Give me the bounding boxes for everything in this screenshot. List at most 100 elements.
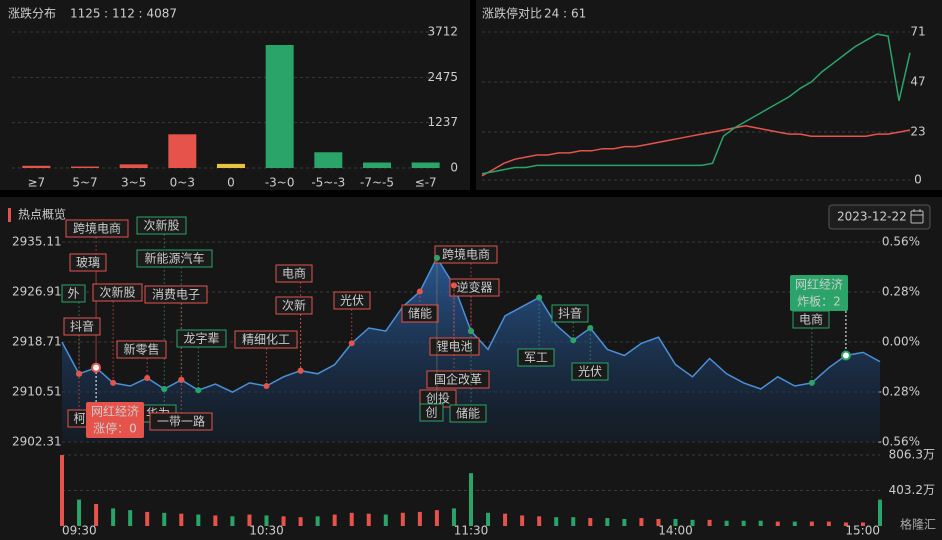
tag-box	[176, 329, 227, 348]
tag-dot	[536, 294, 543, 301]
tag-box	[136, 249, 213, 268]
volume-bar	[383, 514, 388, 526]
tag-box	[149, 412, 213, 431]
hot-tag[interactable]: 一带一路	[149, 412, 213, 431]
tag-dot	[808, 379, 815, 386]
tag-box	[61, 284, 86, 303]
volume-tick-label: 403.2万	[889, 483, 935, 497]
volume-bar	[298, 517, 303, 526]
panel-title: 热点概览	[18, 207, 66, 222]
hot-tag[interactable]: 储能	[401, 304, 439, 323]
tag-label: 次新股	[99, 285, 135, 300]
volume-bar	[639, 518, 644, 526]
tag-label: 一带一路	[157, 414, 205, 429]
volume-bar	[434, 510, 439, 526]
hot-tag[interactable]: 电商	[792, 310, 830, 329]
tag-label: 锂电池	[436, 339, 472, 354]
volume-bar	[724, 520, 729, 526]
tag-box	[517, 348, 555, 367]
x-tick-label: ≥7	[27, 176, 45, 190]
x-tick-label: 14:00	[658, 524, 693, 538]
tag-dot	[263, 382, 270, 389]
hot-tag[interactable]: 次新股	[136, 216, 187, 235]
summary-down: 4087	[147, 7, 178, 21]
tag-dot	[110, 379, 117, 386]
volume-bar	[775, 521, 780, 526]
tag-box	[426, 370, 490, 389]
tag-label: 光伏	[340, 294, 364, 308]
hot-tag[interactable]: 玻璃	[69, 253, 107, 272]
hot-tag[interactable]: 电商	[275, 264, 313, 283]
volume-bar	[162, 512, 167, 526]
hot-tag[interactable]: 新零售	[116, 340, 167, 359]
hot-tag[interactable]: 创	[419, 403, 444, 422]
hot-tag[interactable]: 国企改革	[426, 370, 490, 389]
hot-tag[interactable]: 抖音	[63, 317, 101, 336]
y-tick-label: 23	[910, 125, 925, 139]
x-tick-label: 09:30	[62, 524, 97, 538]
hot-tag[interactable]: 精细化工	[234, 330, 298, 349]
bar	[168, 134, 197, 168]
panel-title: 涨跌停对比	[482, 6, 542, 21]
hot-tag[interactable]: 消费电子	[144, 285, 208, 304]
panel-title: 涨跌分布	[8, 6, 56, 21]
hot-tag[interactable]: 次新	[275, 296, 313, 315]
hot-tag[interactable]: 次新股	[92, 283, 143, 302]
bar	[119, 164, 148, 168]
hot-tag[interactable]: 抖音	[551, 304, 589, 323]
tag-box	[434, 245, 498, 264]
volume-bar	[145, 511, 150, 526]
tag-box	[69, 253, 107, 272]
x-tick-label: 5~7	[72, 176, 97, 190]
date-picker[interactable]	[828, 204, 931, 230]
bar	[217, 163, 245, 168]
y-tick-label: 2935.11	[12, 235, 62, 249]
tag-box	[234, 330, 298, 349]
tag-box	[571, 362, 609, 381]
hot-tag[interactable]: 光伏	[333, 291, 371, 310]
y-tick-label: 0	[450, 161, 458, 175]
hot-tag[interactable]: 新能源汽车	[136, 249, 213, 268]
volume-bar	[281, 516, 286, 526]
hot-tag[interactable]: 逆变器	[449, 278, 500, 297]
summary-separator: :	[104, 7, 108, 21]
hot-tag[interactable]: 外	[61, 284, 86, 303]
y-tick-label: 2475	[427, 70, 458, 84]
x-tick-label: 15:00	[845, 524, 880, 538]
x-tick-label: -5~-3	[311, 176, 345, 190]
hot-tag[interactable]: 储能	[449, 404, 487, 423]
volume-bar	[758, 520, 763, 526]
tag-box	[144, 285, 208, 304]
hot-tag[interactable]: 跨境电商	[65, 219, 129, 238]
volume-bar	[451, 508, 456, 526]
tag-label: 电商	[799, 312, 823, 327]
x-tick-label: 3~5	[121, 176, 146, 190]
tag-box	[275, 264, 313, 283]
volume-bar	[554, 517, 559, 526]
tag-box	[333, 291, 371, 310]
hot-tag[interactable]: 龙字辈	[176, 329, 227, 348]
hot-tag[interactable]: 光伏	[571, 362, 609, 381]
tag-box	[275, 296, 313, 315]
tag-label: 新能源汽车	[144, 251, 204, 266]
tag-label: 跨境电商	[73, 221, 121, 236]
volume-bar	[843, 522, 848, 526]
volume-bar	[537, 516, 542, 526]
volume-bar	[571, 517, 576, 526]
volume-bar	[128, 510, 133, 526]
tag-box	[65, 219, 129, 238]
tag-box	[63, 317, 101, 336]
hot-tag[interactable]: 军工	[517, 348, 555, 367]
tag-dot	[416, 288, 423, 295]
volume-bar	[196, 514, 201, 526]
hot-tag[interactable]: 跨境电商	[434, 245, 498, 264]
summary-down: 61	[571, 7, 586, 21]
y2-tick-label: 0.00%	[882, 335, 920, 349]
hot-tag[interactable]: 创投	[419, 389, 457, 408]
series-line	[481, 125, 911, 177]
popup-title: 网红经济	[795, 277, 843, 292]
hot-tag[interactable]: 锂电池	[429, 337, 480, 356]
volume-bar	[503, 513, 508, 526]
volume-bar	[60, 455, 64, 526]
panel-limit	[476, 0, 942, 190]
